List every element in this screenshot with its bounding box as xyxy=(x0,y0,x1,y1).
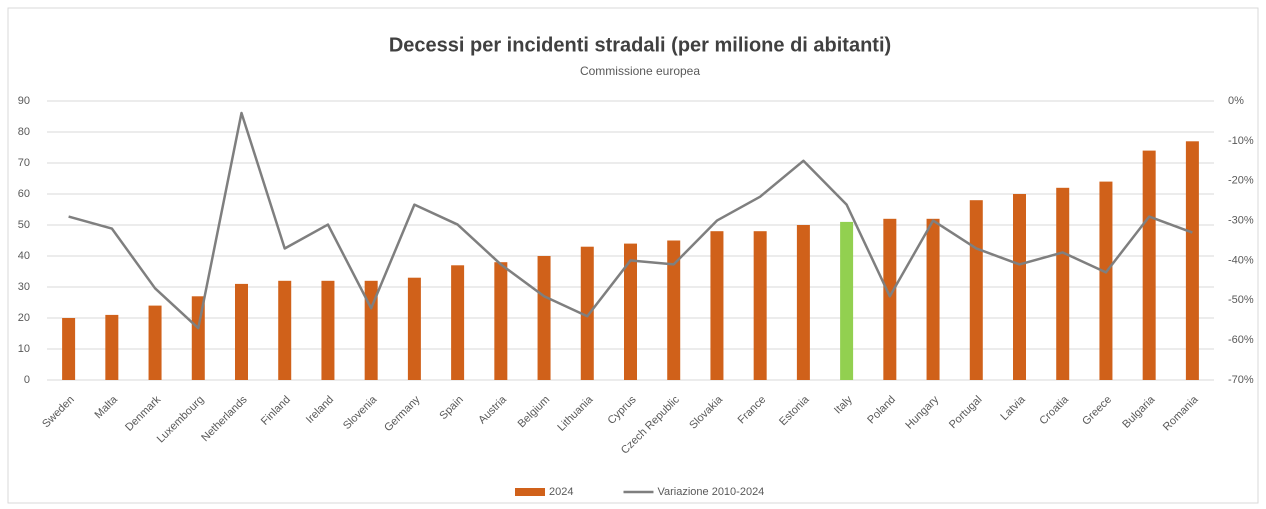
bar xyxy=(62,318,76,380)
y2-tick-label: -20% xyxy=(1228,175,1254,187)
y-tick-label: 50 xyxy=(18,219,30,231)
legend-label: 2024 xyxy=(549,486,573,498)
bar xyxy=(235,283,248,380)
y-tick-label: 90 xyxy=(18,95,30,107)
y2-tick-label: -40% xyxy=(1228,254,1254,266)
y2-tick-label: -30% xyxy=(1228,214,1254,226)
bar xyxy=(580,246,594,380)
bar xyxy=(1056,187,1070,380)
y2-tick-label: 0% xyxy=(1228,95,1244,107)
bar xyxy=(537,256,551,380)
bar xyxy=(667,240,681,380)
y-tick-label: 20 xyxy=(18,312,30,324)
bar xyxy=(1142,150,1156,380)
y-tick-label: 10 xyxy=(18,343,30,355)
bar xyxy=(451,265,465,380)
bar xyxy=(148,305,162,380)
y-tick-label: 70 xyxy=(18,157,30,169)
bar xyxy=(883,218,897,380)
y2-tick-label: -60% xyxy=(1228,334,1254,346)
y-tick-label: 0 xyxy=(24,374,30,386)
legend-swatch xyxy=(515,488,545,496)
y-tick-label: 40 xyxy=(18,250,30,262)
y2-tick-label: -50% xyxy=(1228,294,1254,306)
bar xyxy=(105,314,119,380)
bar xyxy=(1099,181,1113,380)
bar xyxy=(926,218,940,380)
y-tick-label: 30 xyxy=(18,281,30,293)
y-tick-label: 60 xyxy=(18,188,30,200)
y2-tick-label: -70% xyxy=(1228,374,1254,386)
bar xyxy=(364,280,378,380)
bar xyxy=(278,280,292,380)
bar xyxy=(969,200,983,380)
bar xyxy=(494,262,508,380)
chart-subtitle: Commissione europea xyxy=(580,64,700,78)
y-tick-label: 80 xyxy=(18,126,30,138)
bar xyxy=(710,231,724,380)
bar xyxy=(321,280,335,380)
y2-tick-label: -10% xyxy=(1228,135,1254,147)
line xyxy=(68,111,1193,330)
bar xyxy=(1185,141,1199,380)
bar xyxy=(796,225,810,380)
legend-label: Variazione 2010-2024 xyxy=(657,486,764,498)
bar xyxy=(407,277,421,380)
bar xyxy=(1013,194,1026,380)
bar xyxy=(840,221,854,380)
chart-title: Decessi per incidenti stradali (per mili… xyxy=(389,34,891,56)
bar xyxy=(624,243,637,380)
bar xyxy=(753,231,767,380)
